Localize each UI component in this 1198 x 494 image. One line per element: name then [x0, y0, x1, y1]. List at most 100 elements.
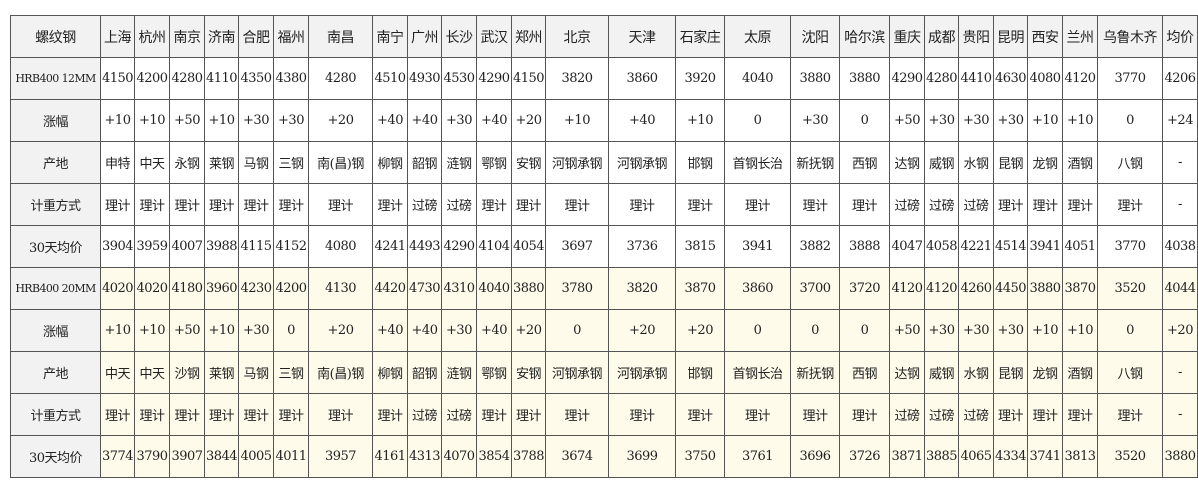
- table-cell: +10: [100, 309, 135, 352]
- table-cell: 3907: [169, 435, 205, 478]
- table-cell: 3674: [545, 435, 609, 478]
- table-cell: 永钢: [169, 141, 205, 184]
- rebar-price-table: 螺纹钢 上海 杭州 南京 济南 合肥 福州 南昌 南宁 广州 长沙 武汉 郑州 北京 天津 石家庄 太原 沈阳 哈尔…: [10, 15, 1198, 478]
- table-cell: +10: [1062, 99, 1098, 142]
- table-row: HRB400 12MM 4150 4200 4280 4110 4350 4380 4280 4…: [10, 57, 1198, 100]
- table-cell: 4410: [958, 57, 994, 100]
- table-cell: 八钢: [1097, 141, 1163, 184]
- table-cell: 理计: [724, 393, 791, 436]
- table-cell: +30: [238, 99, 274, 142]
- table-cell: 4047: [889, 225, 925, 268]
- table-cell: 3720: [839, 267, 890, 310]
- table-cell: 3870: [675, 267, 725, 310]
- table-cell: +40: [407, 99, 442, 142]
- table-cell: 3788: [511, 435, 546, 478]
- table-cell: 4514: [993, 225, 1028, 268]
- table-cell: 4230: [238, 267, 274, 310]
- table-cell: 理计: [724, 183, 791, 226]
- table-cell: 理计: [1027, 183, 1063, 226]
- table-cell: 昆钢: [993, 141, 1028, 184]
- table-cell: 3880: [790, 57, 840, 100]
- table-cell: +20: [308, 99, 373, 142]
- table-cell: 西钢: [839, 141, 890, 184]
- city-header: 长沙: [441, 15, 477, 58]
- table-cell: 理计: [169, 393, 205, 436]
- table-cell: 4005: [238, 435, 274, 478]
- table-cell: 沙钢: [169, 351, 205, 394]
- city-header: 沈阳: [790, 15, 840, 58]
- table-cell: 4150: [511, 57, 546, 100]
- table-cell: 4161: [372, 435, 408, 478]
- city-header: 乌鲁木齐: [1097, 15, 1163, 58]
- city-header: 天津: [608, 15, 676, 58]
- table-cell: +40: [372, 99, 408, 142]
- table-cell: 南(昌)钢: [308, 351, 373, 394]
- table-cell: +30: [924, 309, 959, 352]
- table-cell: 3882: [790, 225, 840, 268]
- table-cell: 南(昌)钢: [308, 141, 373, 184]
- table-cell: 过磅: [889, 183, 925, 226]
- table-cell: 4040: [724, 57, 791, 100]
- table-cell: 申特: [100, 141, 135, 184]
- table-cell: 0: [724, 309, 791, 352]
- city-header: 南京: [169, 15, 205, 58]
- table-cell: 河钢承钢: [608, 351, 676, 394]
- city-header: 上海: [100, 15, 135, 58]
- table-cell: -: [1162, 393, 1198, 436]
- table-row: 产地 中天 中天 沙钢 莱钢 马钢 三钢 南(昌)钢 柳钢 韶钢 涟钢 鄂钢 安钢 河钢承钢 河钢承钢 邯钢首…: [10, 351, 1198, 394]
- table-cell: 4310: [441, 267, 477, 310]
- table-cell: 0: [839, 99, 890, 142]
- table-cell: +40: [476, 309, 512, 352]
- table-cell: 鄂钢: [476, 351, 512, 394]
- table-cell: 3790: [134, 435, 170, 478]
- table-cell: 理计: [273, 393, 309, 436]
- table-cell: 河钢承钢: [608, 141, 676, 184]
- table-cell: 过磅: [407, 393, 442, 436]
- city-header: 南昌: [308, 15, 373, 58]
- table-cell: 3741: [1027, 435, 1063, 478]
- table-cell: +30: [790, 99, 840, 142]
- table-cell: +30: [958, 99, 994, 142]
- table-cell: 4241: [372, 225, 408, 268]
- table-cell: 4730: [407, 267, 442, 310]
- table-cell: +30: [238, 309, 274, 352]
- table-cell: 八钢: [1097, 351, 1163, 394]
- table-cell: 4290: [441, 225, 477, 268]
- table-cell: +40: [608, 99, 676, 142]
- table-cell: -: [1162, 183, 1198, 226]
- table-cell: +30: [993, 99, 1028, 142]
- table-cell: 3726: [839, 435, 890, 478]
- table-cell: 3880: [1027, 267, 1063, 310]
- table-cell: 韶钢: [407, 141, 442, 184]
- table-cell: 理计: [675, 183, 725, 226]
- table-cell: 水钢: [958, 141, 994, 184]
- table-cell: 4280: [169, 57, 205, 100]
- table-cell: 莱钢: [204, 141, 239, 184]
- table-row: 涨幅 +10 +10 +50 +10 +30 0 +20 +40 +40 +30 +40 +20 0 +20…: [10, 309, 1198, 352]
- table-cell: 过磅: [889, 393, 925, 436]
- row-label: 计重方式: [10, 183, 101, 226]
- table-cell: -: [1162, 141, 1198, 184]
- table-cell: 达钢: [889, 141, 925, 184]
- table-cell: 理计: [134, 393, 170, 436]
- table-cell: 龙钢: [1027, 351, 1063, 394]
- table-cell: 河钢承钢: [545, 351, 609, 394]
- table-cell: +20: [308, 309, 373, 352]
- table-cell: +30: [273, 99, 309, 142]
- table-cell: 3959: [134, 225, 170, 268]
- table-row: 计重方式 理计 理计 理计 理计 理计 理计 理计 理计 过磅 过磅 理计 理计 理计 理计 理计 理计 理计 理计…: [10, 393, 1198, 436]
- table-cell: +24: [1162, 99, 1198, 142]
- table-cell: 4115: [238, 225, 274, 268]
- table-cell: +50: [169, 309, 205, 352]
- table-cell: 4290: [476, 57, 512, 100]
- table-cell: 4130: [308, 267, 373, 310]
- table-cell: 3941: [1027, 225, 1063, 268]
- table-cell: 3697: [545, 225, 609, 268]
- table-cell: 3988: [204, 225, 239, 268]
- table-cell: +30: [924, 99, 959, 142]
- table-cell: 4180: [169, 267, 205, 310]
- table-cell: 涟钢: [441, 141, 477, 184]
- table-cell: 4080: [1027, 57, 1063, 100]
- table-cell: 3820: [608, 267, 676, 310]
- table-cell: 4420: [372, 267, 408, 310]
